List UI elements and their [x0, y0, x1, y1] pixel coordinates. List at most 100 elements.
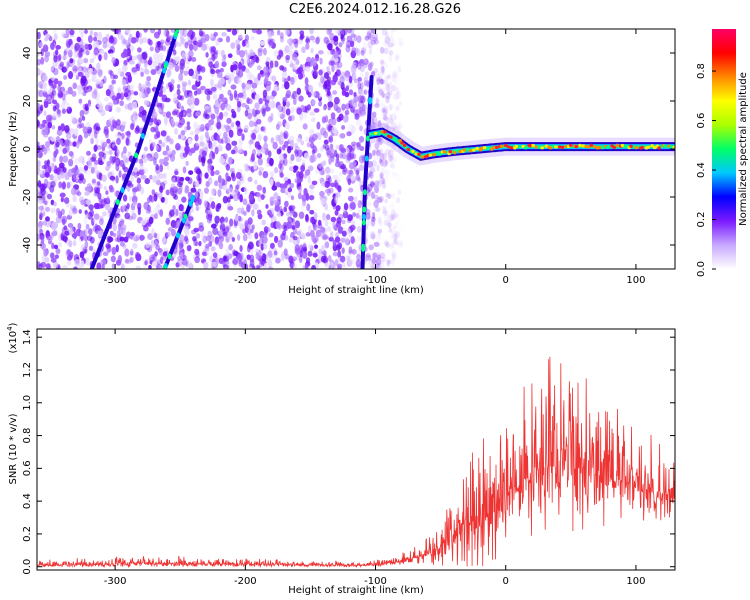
noise-speck [69, 29, 75, 36]
noise-speck [196, 42, 202, 47]
noise-speck [73, 266, 78, 269]
noise-speck [381, 79, 388, 85]
noise-speck [155, 261, 161, 269]
noise-speck [83, 216, 88, 225]
noise-speck [373, 39, 379, 45]
noise-speck [132, 55, 138, 61]
noise-speck [58, 242, 62, 248]
noise-speck [75, 75, 80, 80]
noise-speck [163, 29, 167, 37]
noise-speck [350, 141, 357, 147]
noise-speck [80, 31, 84, 39]
noise-speck [371, 258, 377, 264]
noise-speck [162, 251, 168, 257]
noise-speck [237, 128, 243, 133]
noise-speck [169, 77, 174, 85]
y-tick-label: 1.0 [22, 395, 33, 411]
noise-speck [129, 256, 134, 263]
noise-speck [177, 187, 183, 195]
noise-speck [284, 121, 290, 130]
noise-speck [91, 178, 96, 184]
noise-speck [337, 226, 344, 234]
noise-speck [117, 87, 122, 94]
noise-speck [50, 92, 55, 101]
noise-speck [176, 259, 182, 267]
noise-speck [122, 154, 129, 161]
noise-speck [214, 146, 219, 155]
line-highlight [167, 253, 172, 260]
noise-speck [81, 156, 85, 166]
noise-speck [149, 64, 156, 70]
track-peak [414, 152, 419, 156]
noise-speck [258, 80, 263, 86]
noise-speck [247, 233, 253, 240]
noise-speck [255, 264, 260, 269]
noise-speck [368, 34, 374, 42]
noise-speck [95, 126, 101, 132]
noise-speck [340, 82, 345, 90]
noise-speck [211, 54, 216, 62]
noise-speck [247, 112, 253, 120]
noise-speck [38, 89, 42, 98]
noise-speck [223, 111, 229, 117]
noise-speck [273, 235, 279, 244]
noise-speck [125, 71, 132, 77]
noise-speck [188, 68, 194, 77]
track-peak [437, 152, 442, 156]
noise-speck [349, 224, 356, 231]
noise-speck [84, 240, 89, 249]
noise-speck [51, 230, 58, 237]
noise-speck [379, 171, 384, 179]
noise-speck [227, 53, 233, 59]
noise-speck [283, 206, 288, 213]
noise-speck [378, 88, 383, 96]
noise-speck [285, 108, 291, 116]
noise-speck [257, 49, 263, 57]
noise-speck [103, 97, 110, 102]
noise-speck [97, 157, 103, 163]
noise-speck [279, 159, 285, 165]
noise-speck [237, 77, 242, 85]
noise-speck [340, 237, 346, 243]
noise-speck [125, 137, 130, 146]
line-highlight [364, 155, 369, 162]
track-peak [465, 147, 470, 151]
noise-speck [143, 62, 148, 69]
noise-speck [246, 52, 251, 59]
noise-speck [293, 63, 299, 70]
noise-speck [356, 225, 362, 233]
noise-speck [78, 178, 83, 184]
track-peak [592, 145, 597, 149]
y-tick-label: 0.4 [22, 493, 33, 509]
noise-speck [115, 124, 122, 131]
noise-speck [143, 146, 148, 152]
noise-speck [47, 96, 52, 103]
y-tick-label: -20 [22, 189, 33, 205]
noise-speck [137, 47, 142, 53]
noise-speck [144, 99, 150, 106]
noise-speck [37, 110, 41, 116]
noise-speck [194, 198, 200, 207]
noise-speck [376, 265, 383, 269]
noise-speck [352, 153, 357, 160]
noise-speck [371, 211, 376, 220]
noise-speck [337, 80, 342, 86]
noise-speck [100, 109, 106, 117]
noise-speck [159, 181, 166, 191]
noise-speck [227, 196, 231, 203]
noise-speck [58, 233, 62, 242]
noise-speck [109, 175, 116, 181]
noise-speck [385, 83, 390, 92]
noise-speck [341, 247, 345, 254]
noise-speck [53, 174, 60, 182]
noise-speck [397, 172, 402, 182]
noise-speck [248, 193, 254, 201]
noise-speck [78, 155, 85, 164]
noise-speck [332, 90, 338, 95]
noise-speck [46, 235, 52, 242]
noise-speck [355, 48, 361, 57]
noise-speck [94, 169, 100, 175]
noise-speck [133, 172, 139, 179]
y-tick-label: 0.0 [22, 559, 33, 575]
